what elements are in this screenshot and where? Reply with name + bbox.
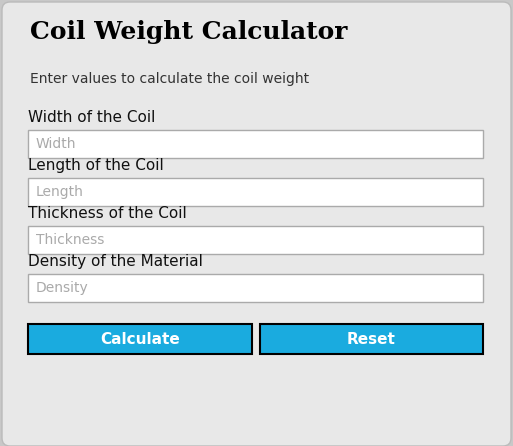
Text: Enter values to calculate the coil weight: Enter values to calculate the coil weigh… — [30, 72, 309, 86]
Text: Width of the Coil: Width of the Coil — [28, 110, 155, 125]
Text: Thickness of the Coil: Thickness of the Coil — [28, 206, 187, 221]
FancyBboxPatch shape — [28, 130, 483, 158]
Text: Length: Length — [36, 185, 84, 199]
Text: Width: Width — [36, 137, 76, 151]
FancyBboxPatch shape — [28, 178, 483, 206]
Text: Thickness: Thickness — [36, 233, 104, 247]
Text: Density of the Material: Density of the Material — [28, 254, 203, 269]
Text: Coil Weight Calculator: Coil Weight Calculator — [30, 20, 347, 44]
FancyBboxPatch shape — [28, 226, 483, 254]
FancyBboxPatch shape — [28, 324, 251, 354]
Text: Length of the Coil: Length of the Coil — [28, 158, 164, 173]
Text: Calculate: Calculate — [100, 331, 180, 347]
FancyBboxPatch shape — [28, 274, 483, 302]
Text: Reset: Reset — [347, 331, 396, 347]
FancyBboxPatch shape — [260, 324, 483, 354]
Text: Density: Density — [36, 281, 89, 295]
